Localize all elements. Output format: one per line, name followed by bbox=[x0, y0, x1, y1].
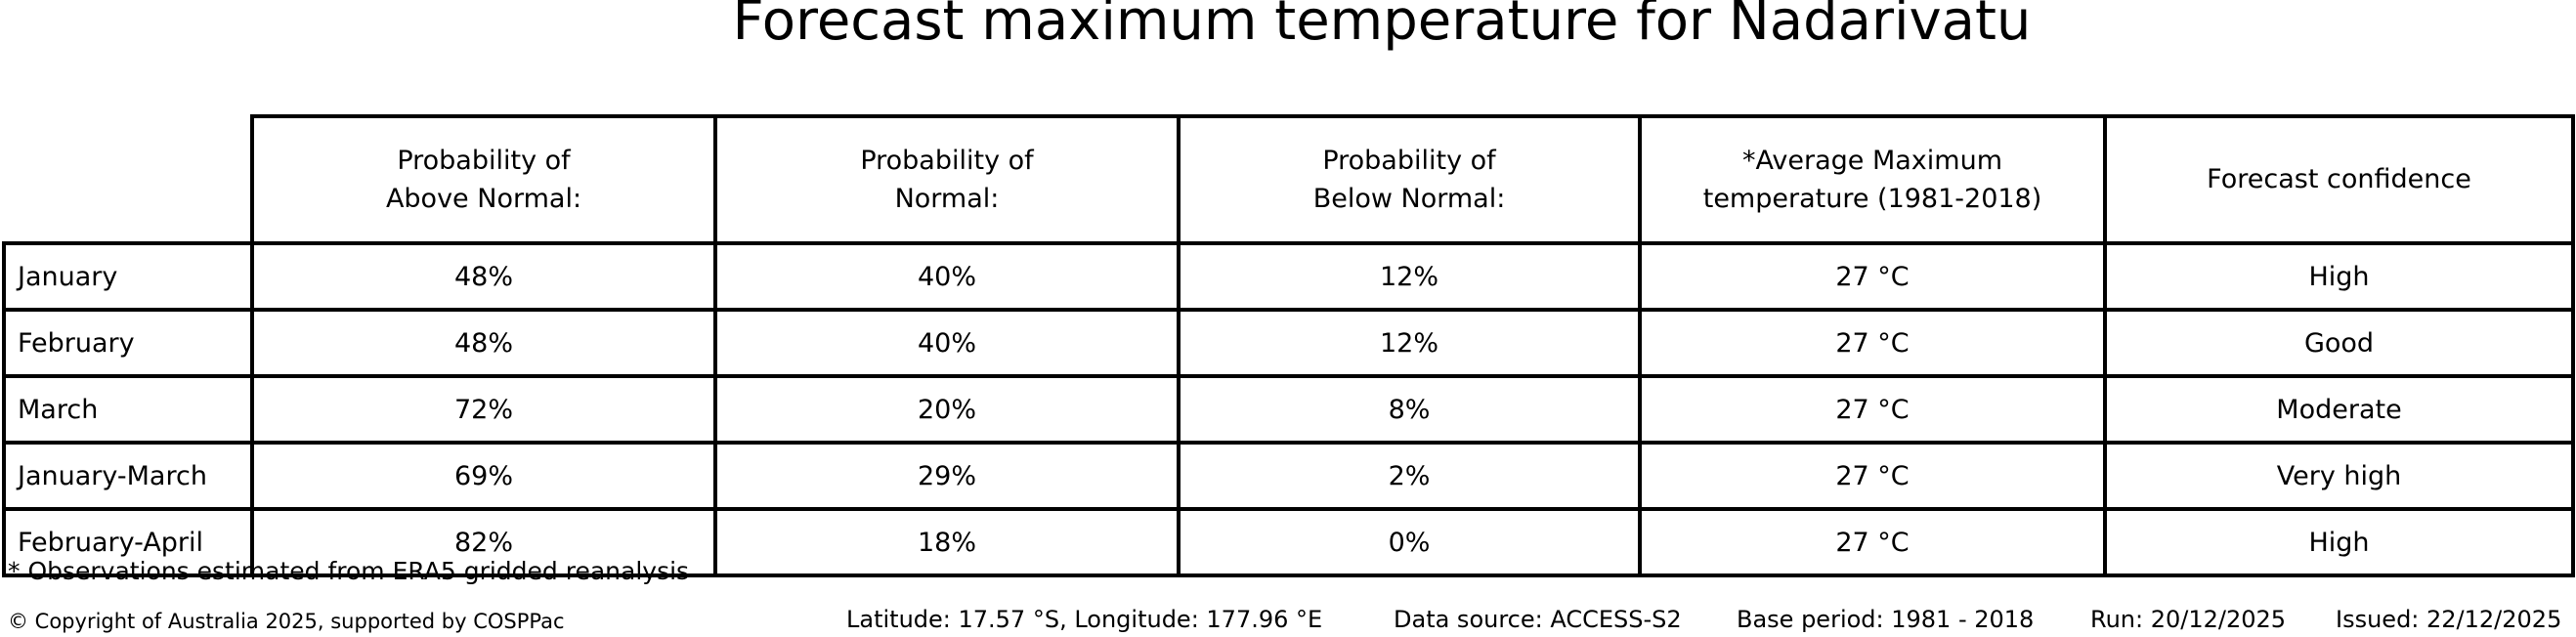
column-header-avg-max-temp: *Average Maximum temperature (1981-2018) bbox=[1638, 114, 2107, 245]
above-normal-cell: 48% bbox=[250, 241, 717, 312]
location-info: Latitude: 17.57 °S, Longitude: 177.96 °E bbox=[846, 606, 1323, 633]
confidence-cell: High bbox=[2103, 507, 2575, 577]
above-normal-cell: 72% bbox=[250, 374, 717, 445]
above-normal-cell: 69% bbox=[250, 441, 717, 511]
avg-temp-cell: 27 °C bbox=[1638, 441, 2107, 511]
below-normal-cell: 12% bbox=[1177, 308, 1642, 378]
avg-temp-cell: 27 °C bbox=[1638, 308, 2107, 378]
period-cell: March bbox=[2, 374, 254, 445]
issued-date: Issued: 22/12/2025 bbox=[2336, 606, 2562, 633]
column-header-forecast-confidence: Forecast confidence bbox=[2103, 114, 2575, 245]
table-row: January-March 69% 29% 2% 27 °C Very high bbox=[2, 441, 2575, 511]
period-cell: February bbox=[2, 308, 254, 378]
corner-cell bbox=[4, 116, 252, 243]
column-header-below-normal: Probability of Below Normal: bbox=[1177, 114, 1642, 245]
period-cell: January-March bbox=[2, 441, 254, 511]
column-header-above-normal: Probability of Above Normal: bbox=[250, 114, 717, 245]
confidence-cell: Very high bbox=[2103, 441, 2575, 511]
observations-footnote: * Observations estimated from ERA5 gridd… bbox=[8, 557, 690, 585]
above-normal-cell: 48% bbox=[250, 308, 717, 378]
normal-cell: 40% bbox=[713, 308, 1181, 378]
below-normal-cell: 12% bbox=[1177, 241, 1642, 312]
run-date: Run: 20/12/2025 bbox=[2090, 606, 2287, 633]
avg-temp-cell: 27 °C bbox=[1638, 241, 2107, 312]
above-normal-cell: 82% bbox=[250, 507, 717, 577]
normal-cell: 29% bbox=[713, 441, 1181, 511]
table-row: February-April 82% 18% 0% 27 °C High bbox=[2, 507, 2575, 577]
table-header-row: Probability of Above Normal: Probability… bbox=[4, 114, 2575, 245]
below-normal-cell: 2% bbox=[1177, 441, 1642, 511]
page-title: Forecast maximum temperature for Nadariv… bbox=[732, 0, 2032, 53]
below-normal-cell: 8% bbox=[1177, 374, 1642, 445]
confidence-cell: High bbox=[2103, 241, 2575, 312]
below-normal-cell: 0% bbox=[1177, 507, 1642, 577]
copyright-note: © Copyright of Australia 2025, supported… bbox=[8, 610, 565, 633]
data-source-info: Data source: ACCESS-S2 bbox=[1394, 606, 1682, 633]
base-period-info: Base period: 1981 - 2018 bbox=[1737, 606, 2035, 633]
normal-cell: 20% bbox=[713, 374, 1181, 445]
period-cell: February-April bbox=[2, 507, 254, 577]
avg-temp-cell: 27 °C bbox=[1638, 507, 2107, 577]
period-cell: January bbox=[2, 241, 254, 312]
confidence-cell: Good bbox=[2103, 308, 2575, 378]
avg-temp-cell: 27 °C bbox=[1638, 374, 2107, 445]
table-row: February 48% 40% 12% 27 °C Good bbox=[2, 308, 2575, 378]
forecast-table: Probability of Above Normal: Probability… bbox=[2, 114, 2575, 577]
table-row: March 72% 20% 8% 27 °C Moderate bbox=[2, 374, 2575, 445]
table-row: January 48% 40% 12% 27 °C High bbox=[2, 241, 2575, 312]
column-header-normal: Probability of Normal: bbox=[713, 114, 1181, 245]
confidence-cell: Moderate bbox=[2103, 374, 2575, 445]
normal-cell: 18% bbox=[713, 507, 1181, 577]
normal-cell: 40% bbox=[713, 241, 1181, 312]
